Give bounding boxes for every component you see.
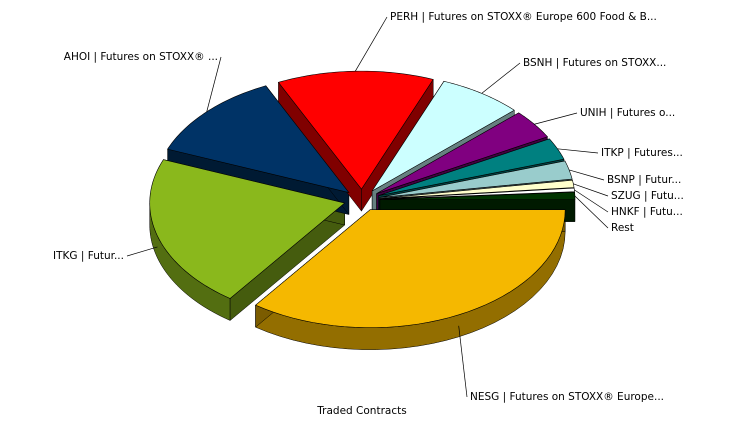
leader-line [206, 56, 222, 112]
slice-label: NESG | Futures on STOXX® Europe... [470, 391, 664, 403]
slice-label: ITKG | Futur... [53, 250, 124, 262]
slice [149, 159, 346, 299]
leader-line [355, 16, 388, 72]
leader-line [534, 112, 578, 125]
leader-line [481, 62, 521, 94]
slice-label: Rest [611, 222, 634, 234]
slice-label: PERH | Futures on STOXX® Europe 600 Food… [390, 11, 657, 23]
slice-label: UNIH | Futures o... [580, 107, 675, 119]
leader-line [569, 169, 605, 181]
leader-line [458, 325, 468, 398]
leader-line [573, 183, 609, 197]
slice-label: HNKF | Futu... [611, 206, 683, 218]
slice-label: BSNP | Futur... [607, 174, 681, 186]
chart-title: Traded Contracts [316, 405, 406, 417]
slice [379, 179, 575, 199]
slice [254, 209, 566, 328]
leader-line [574, 189, 609, 213]
leader-line [574, 195, 609, 229]
slice-label: SZUG | Futu... [611, 190, 684, 202]
leader-line [126, 246, 158, 257]
slice [379, 187, 575, 200]
slice-label: ITKP | Futures... [601, 147, 683, 159]
slice-label: BSNH | Futures on STOXX... [523, 57, 666, 69]
leader-line [557, 148, 599, 154]
slice-label: AHOI | Futures on STOXX® ... [64, 51, 218, 63]
slice [379, 191, 576, 200]
